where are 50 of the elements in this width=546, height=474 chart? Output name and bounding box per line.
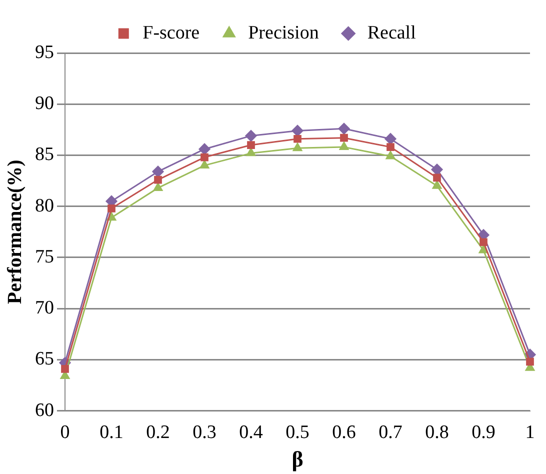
x-tick-label: 0.2 [146,422,170,444]
point [384,133,396,145]
x-tick-label: 0.9 [472,422,496,444]
point [247,141,255,149]
point [526,358,534,366]
y-tick-label: 70 [35,298,54,319]
x-tick-label: 0.3 [192,422,216,444]
x-axis-title: β [292,446,304,472]
x-tick-label: 0.5 [286,422,310,444]
y-tick-label: 80 [35,195,54,216]
legend-label: Precision [248,22,320,44]
x-tick-label: 0 [60,422,70,444]
y-tick-label: 95 [35,42,54,63]
point [200,153,208,162]
point [433,174,441,182]
point [153,182,163,191]
point [108,204,116,212]
point [246,148,256,156]
legend-label: F-score [142,22,200,44]
legend-label: Recall [367,22,416,44]
x-tick-label: 0.8 [425,422,449,444]
point [292,124,304,136]
x-tick-label: 0.1 [100,422,124,444]
y-tick-label: 75 [35,246,54,268]
point [245,130,257,142]
x-tick-label: 0.4 [239,422,264,444]
y-tick-label: 60 [35,400,54,421]
point [152,166,164,178]
point [294,134,302,143]
x-tick-label: 0.7 [378,422,402,444]
y-axis-title: Performance(%) [4,160,26,304]
x-tick-label: 1 [525,422,535,444]
point [340,134,348,142]
point [386,151,396,160]
point [480,238,488,246]
point [154,176,162,184]
y-tick-label: 65 [35,348,54,370]
point [431,164,443,176]
point [478,245,488,254]
x-tick-label: 0.6 [332,422,356,444]
point [338,122,350,134]
point [200,160,210,168]
point [61,364,69,373]
y-tick-label: 85 [35,144,54,166]
point [386,143,394,151]
point [198,143,210,155]
point [339,142,349,150]
point [292,142,302,152]
y-tick-label: 90 [35,93,54,114]
point [432,180,442,189]
